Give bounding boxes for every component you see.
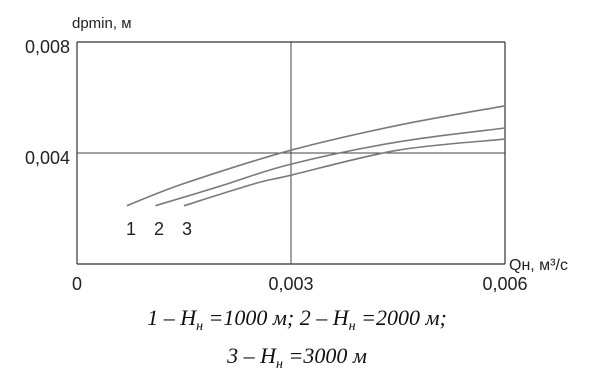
caption-symbol-sub: н — [196, 319, 203, 334]
x-axis-label: Qн, м³/с — [509, 257, 568, 274]
y-axis-label: dpmin, м — [72, 15, 132, 32]
caption-symbol-sub: н — [276, 357, 283, 372]
x-tick-label-0-003: 0,003 — [268, 274, 313, 294]
x-tick-label-0-006: 0,006 — [482, 274, 527, 294]
y-tick-label-0-008: 0,008 — [25, 37, 70, 57]
series-label-1: 1 — [126, 219, 136, 239]
caption-line-2: 3 – Hн =3000 м — [226, 343, 367, 372]
series-line-1 — [126, 105, 506, 207]
caption-symbol: H — [332, 305, 350, 330]
caption-item-3-prefix: 3 – — [226, 343, 260, 368]
series-line-3 — [183, 138, 506, 207]
caption-symbol: H — [259, 343, 277, 368]
caption-item-1-prefix: 1 – — [147, 305, 180, 330]
caption-item-1-value: =1000 м; 2 – — [203, 305, 333, 330]
series-line-2 — [155, 127, 506, 207]
y-tick-label-0-004: 0,004 — [25, 148, 70, 168]
caption-symbol: H — [179, 305, 197, 330]
caption-item-3-value: =3000 м — [283, 343, 367, 368]
series-label-3: 3 — [182, 219, 192, 239]
series-label-2: 2 — [154, 219, 164, 239]
caption-line-1: 1 – Hн =1000 м; 2 – Hн =2000 м; — [147, 305, 447, 334]
x-tick-label-0: 0 — [72, 274, 82, 294]
caption-symbol-sub: н — [349, 319, 356, 334]
caption-item-2-value: =2000 м; — [356, 305, 447, 330]
series-layer — [126, 105, 506, 207]
plot-area — [76, 41, 506, 265]
